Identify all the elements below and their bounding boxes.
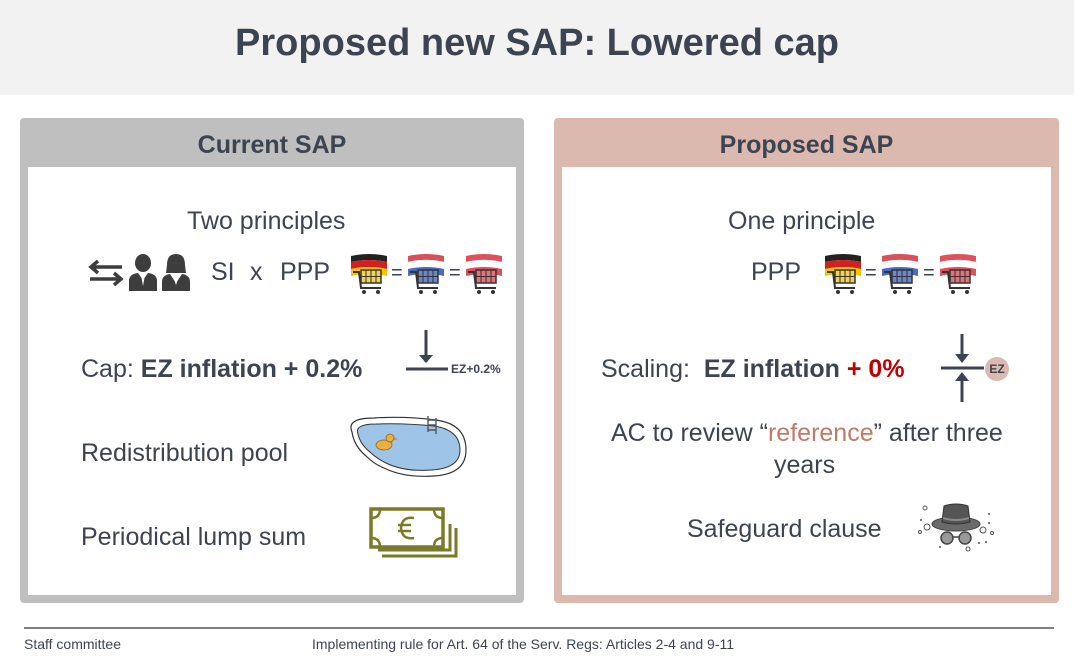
review-after: ” after three	[873, 419, 1003, 447]
austria-flag-cart-icon	[465, 254, 503, 294]
scaling-value: EZ inflation	[703, 355, 847, 383]
cap-icon-label: EZ+0.2%	[451, 362, 501, 376]
review-highlight: reference	[767, 419, 874, 447]
scaling-prefix: Scaling:	[601, 355, 704, 383]
review-line-1: AC to review “reference” after three	[611, 419, 1003, 448]
cap-prefix: Cap:	[81, 355, 141, 383]
equals-sign: =	[865, 262, 877, 284]
redistribution-pool-label: Redistribution pool	[81, 439, 289, 467]
review-line-2: years	[774, 451, 836, 479]
converging-arrows-icon	[941, 334, 984, 402]
swimming-pool-icon	[350, 416, 467, 477]
scaling-row: Scaling: EZ inflation + 0%	[601, 355, 905, 384]
header-band	[0, 0, 1074, 95]
one-principle-heading: One principle	[728, 207, 876, 235]
safeguard-clause-label: Safeguard clause	[687, 515, 882, 543]
equals-sign: =	[449, 262, 461, 284]
equals-sign: =	[391, 262, 403, 284]
businessman-icon	[129, 254, 157, 291]
scaling-addon: + 0%	[846, 355, 905, 383]
ez-badge: EZ	[985, 357, 1009, 381]
germany-flag-cart-icon	[825, 254, 861, 294]
cap-down-arrow-icon	[406, 330, 448, 371]
businesswoman-icon	[162, 254, 190, 291]
periodical-lump-sum-label: Periodical lump sum	[81, 523, 307, 551]
cap-value: EZ inflation + 0.2%	[140, 355, 363, 383]
cap-row: Cap: EZ inflation + 0.2%	[81, 355, 362, 384]
proposed-sap-title: Proposed SAP	[719, 131, 894, 159]
equals-sign: =	[923, 262, 935, 284]
euro-banknotes-icon	[369, 507, 458, 558]
review-before: AC to review “	[611, 419, 768, 447]
times-sign: x	[250, 258, 263, 286]
netherlands-flag-cart-icon	[881, 254, 919, 294]
spy-hat-glasses-icon	[918, 503, 994, 552]
netherlands-flag-cart-icon	[407, 254, 445, 294]
two-principles-heading: Two principles	[187, 207, 346, 235]
exchange-arrows-icon	[88, 259, 124, 287]
ppp-label: PPP	[751, 258, 802, 286]
footer-left: Staff committee	[24, 636, 122, 652]
current-sap-title: Current SAP	[197, 131, 347, 159]
ppp-label: PPP	[280, 258, 331, 286]
austria-flag-cart-icon	[939, 254, 977, 294]
footer-center: Implementing rule for Art. 64 of the Ser…	[312, 636, 735, 652]
footer-divider	[24, 627, 1054, 629]
si-label: SI	[211, 258, 235, 286]
page-title: Proposed new SAP: Lowered cap	[235, 22, 839, 64]
germany-flag-cart-icon	[351, 254, 387, 294]
